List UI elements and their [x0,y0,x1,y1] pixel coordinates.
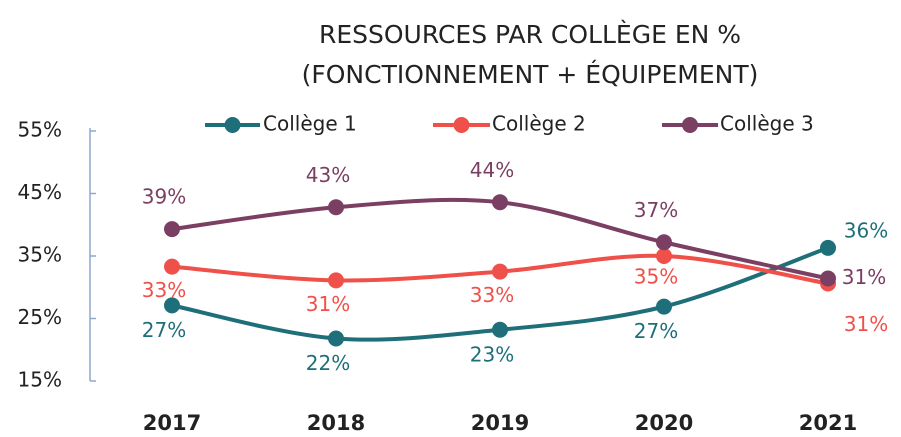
data-label: 33% [470,283,514,307]
data-label: 37% [634,198,678,222]
data-label: 27% [634,319,678,343]
legend-label: Collège 3 [720,112,814,136]
data-label: 31% [306,292,350,316]
data-point [820,239,836,256]
data-label: 36% [844,218,888,242]
data-label: 27% [142,318,186,342]
data-point [328,330,344,347]
y-tick-label: 55% [18,118,62,142]
data-label: 39% [142,185,186,209]
x-tick-label: 2020 [635,411,693,435]
data-label: 44% [470,158,514,182]
x-tick-label: 2017 [143,411,201,435]
data-label: 31% [842,265,886,289]
data-label: 31% [844,312,888,336]
data-label: 23% [470,342,514,366]
data-point [492,321,508,338]
legend-marker [682,117,698,133]
data-label: 43% [306,163,350,187]
y-tick-label: 35% [18,243,62,267]
y-tick-label: 15% [18,368,62,392]
data-point [164,297,180,314]
legend-label: Collège 1 [263,112,357,136]
data-point [492,263,508,280]
data-point [164,221,180,238]
data-label: 35% [634,265,678,289]
legend-marker [453,117,470,133]
data-point [656,298,672,315]
legend-marker [224,117,241,133]
y-tick-label: 45% [18,180,62,204]
data-point [328,272,344,289]
data-label: 33% [142,278,186,302]
chart-title: RESSOURCES PAR COLLÈGE EN % [319,20,741,49]
y-tick-label: 25% [18,305,62,329]
data-point [820,270,836,287]
data-point [164,258,180,275]
data-point [656,234,672,251]
data-point [328,199,344,216]
data-label: 22% [306,351,350,375]
data-point [492,194,508,211]
data-point [656,248,672,264]
x-tick-label: 2018 [307,411,365,435]
chart-title: (FONCTIONNEMENT + ÉQUIPEMENT) [302,60,759,89]
x-tick-label: 2019 [471,411,529,435]
x-tick-label: 2021 [799,411,857,435]
legend-label: Collège 2 [492,112,586,136]
